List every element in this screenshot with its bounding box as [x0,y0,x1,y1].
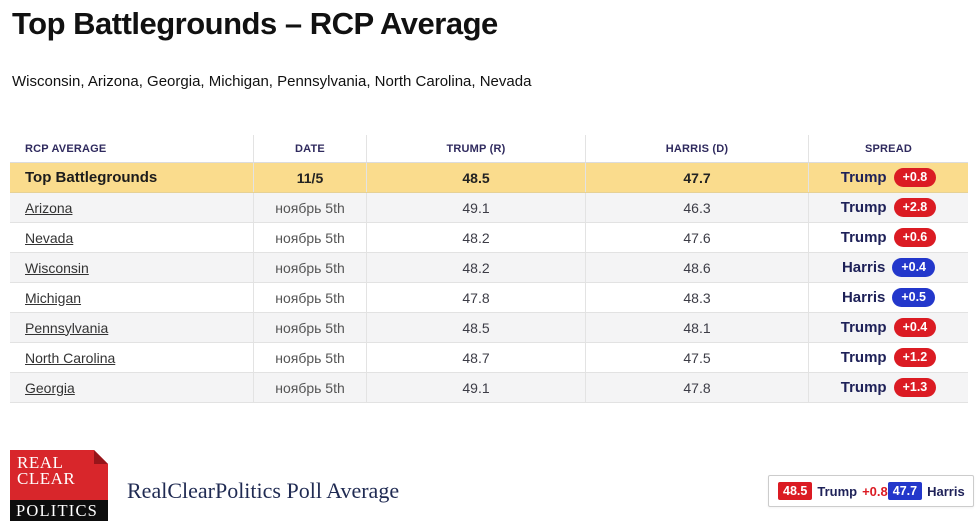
legend-box: 48.5 Trump +0.8 47.7 Harris [768,475,974,507]
trump-value-cell: 49.1 [366,373,585,402]
page-title: Top Battlegrounds – RCP Average [12,6,498,41]
state-link-nevada[interactable]: Nevada [25,229,74,246]
spread-leader: Trump [840,319,887,336]
trump-value-cell: 48.5 [366,163,585,192]
harris-value-cell: 47.6 [585,223,808,252]
table-row-top-battlegrounds: Top Battlegrounds 11/5 48.5 47.7 Trump +… [10,163,968,193]
state-link-wisconsin[interactable]: Wisconsin [25,259,89,276]
logo-line-real: REAL [17,453,64,472]
spread-badge: +0.6 [893,227,937,248]
table-row-georgia: Georgia ноябрь 5th 49.1 47.8 Trump +1.3 [10,373,968,403]
column-header-harris: HARRIS (D) [585,135,808,162]
poll-average-table: RCP AVERAGE DATE TRUMP (R) HARRIS (D) SP… [10,135,968,403]
harris-value-cell: 48.1 [585,313,808,342]
harris-value-cell: 48.3 [585,283,808,312]
harris-value-cell: 47.8 [585,373,808,402]
spread-leader: Trump [840,199,887,216]
date-cell: ноябрь 5th [253,313,366,342]
spread-leader: Trump [840,229,887,246]
realclearpolitics-logo: REAL CLEAR POLITICS [10,450,108,521]
footer-caption: RealClearPolitics Poll Average [127,478,400,503]
harris-value-cell: 47.7 [585,163,808,192]
spread-badge: +0.8 [893,167,937,188]
date-cell: ноябрь 5th [253,253,366,282]
spread-badge: +1.2 [893,347,937,368]
state-link-north-carolina[interactable]: North Carolina [25,349,116,366]
logo-line-clear: CLEAR [17,469,76,489]
spread-leader: Harris [841,289,886,306]
spread-badge: +1.3 [893,377,937,398]
trump-value-cell: 47.8 [366,283,585,312]
legend-harris-label: Harris [927,483,965,499]
trump-value-cell: 48.5 [366,313,585,342]
column-header-date: DATE [253,135,366,162]
legend-trump-spread: +0.8 [862,483,888,499]
date-cell: ноябрь 5th [253,283,366,312]
spread-leader: Harris [841,259,886,276]
table-row-north-carolina: North Carolina ноябрь 5th 48.7 47.5 Trum… [10,343,968,373]
spread-badge: +0.4 [892,257,936,278]
logo-red-panel: REAL CLEAR [10,450,108,500]
spread-badge: +0.4 [893,317,937,338]
column-header-spread: SPREAD [808,135,968,162]
page-subtitle: Wisconsin, Arizona, Georgia, Michigan, P… [12,73,532,90]
legend-harris-value-badge: 47.7 [887,482,923,500]
spread-badge: +0.5 [892,287,936,308]
state-link-pennsylvania[interactable]: Pennsylvania [25,319,109,336]
date-cell: ноябрь 5th [253,223,366,252]
table-row-michigan: Michigan ноябрь 5th 47.8 48.3 Harris +0.… [10,283,968,313]
trump-value-cell: 48.2 [366,223,585,252]
column-header-rcp-average: RCP AVERAGE [25,142,107,155]
spread-badge: +2.8 [893,197,937,218]
spread-leader: Trump [840,349,887,366]
date-cell: ноябрь 5th [253,373,366,402]
date-cell: ноябрь 5th [253,193,366,222]
logo-politics-bar: POLITICS [10,500,108,521]
date-cell: 11/5 [253,163,366,192]
harris-value-cell: 48.6 [585,253,808,282]
table-row-arizona: Arizona ноябрь 5th 49.1 46.3 Trump +2.8 [10,193,968,223]
state-link-arizona[interactable]: Arizona [25,199,73,216]
column-header-trump: TRUMP (R) [366,135,585,162]
date-cell: ноябрь 5th [253,343,366,372]
trump-value-cell: 48.2 [366,253,585,282]
trump-value-cell: 48.7 [366,343,585,372]
row-title: Top Battlegrounds [25,169,158,186]
state-link-georgia[interactable]: Georgia [25,379,75,396]
table-row-wisconsin: Wisconsin ноябрь 5th 48.2 48.6 Harris +0… [10,253,968,283]
table-row-pennsylvania: Pennsylvania ноябрь 5th 48.5 48.1 Trump … [10,313,968,343]
harris-value-cell: 47.5 [585,343,808,372]
trump-value-cell: 49.1 [366,193,585,222]
table-header-row: RCP AVERAGE DATE TRUMP (R) HARRIS (D) SP… [10,135,968,163]
table-row-nevada: Nevada ноябрь 5th 48.2 47.6 Trump +0.6 [10,223,968,253]
harris-value-cell: 46.3 [585,193,808,222]
spread-leader: Trump [840,169,887,186]
state-link-michigan[interactable]: Michigan [25,289,82,306]
spread-leader: Trump [840,379,887,396]
legend-trump-label: Trump [817,483,858,499]
legend-trump-value-badge: 48.5 [778,482,813,500]
